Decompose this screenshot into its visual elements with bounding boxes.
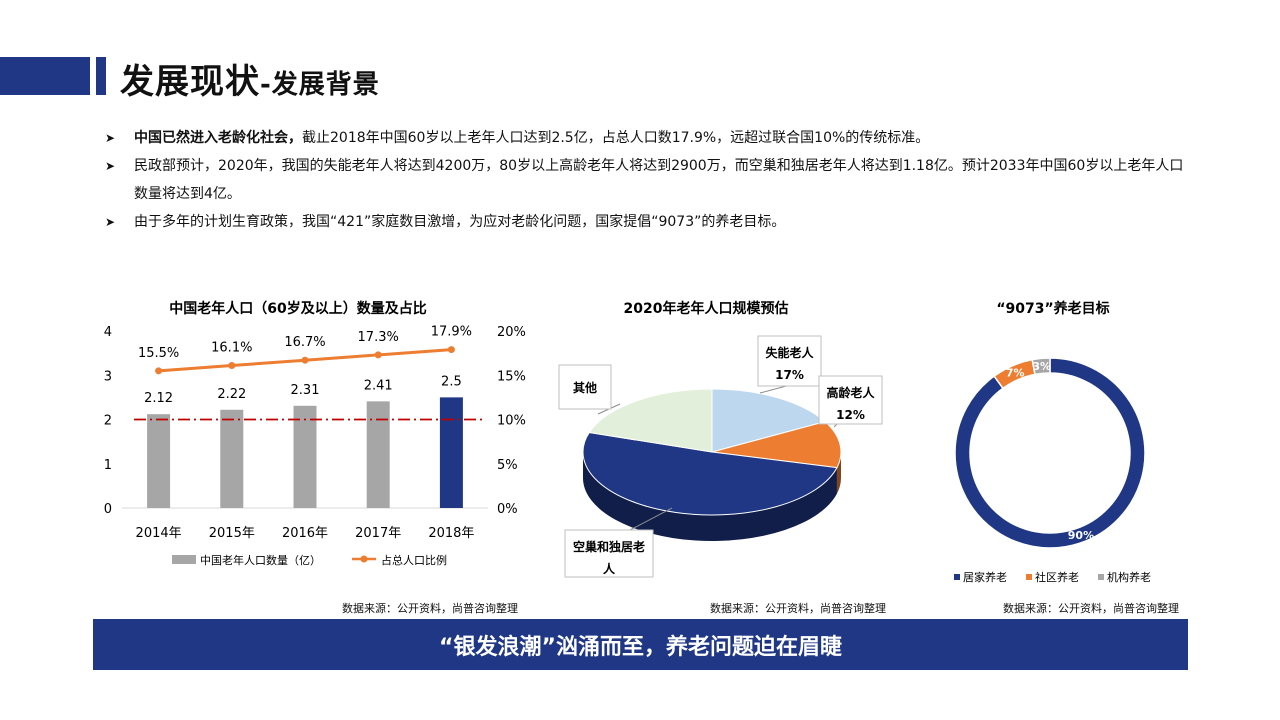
y2-tick-label: 10% (497, 414, 526, 429)
bar (439, 397, 463, 508)
line-point (155, 367, 163, 375)
bullet-item: ➤ 民政部预计，2020年，我国的失能老年人将达到4200万，80岁以上高龄老年… (105, 152, 1185, 208)
donut-legend-swatch (954, 574, 960, 580)
bullet-item: ➤ 中国已然进入老龄化社会，截止2018年中国60岁以上老年人口达到2.5亿，占… (105, 124, 1185, 152)
pie-slice-side (836, 452, 841, 494)
callout-elderly-label: 高龄老人 (826, 385, 875, 400)
bullet-bold: 中国已然进入老龄化社会， (134, 130, 302, 146)
donut-data-label: 7% (1006, 367, 1025, 380)
y2-tick-label: 15% (497, 369, 526, 384)
callout-elderly-box (818, 375, 883, 425)
bullet-item: ➤ 由于多年的计划生育政策，我国“421”家庭数目激增，为应对老龄化问题，国家提… (105, 208, 1185, 236)
y2-tick-label: 0% (497, 502, 518, 517)
x-tick-label: 2017年 (355, 526, 401, 541)
arrow-bullet-icon: ➤ (105, 131, 116, 145)
bar (147, 414, 171, 508)
bullet-text: 民政部预计，2020年，我国的失能老年人将达到4200万，80岁以上高龄老年人将… (134, 158, 1184, 202)
line-data-label: 17.9% (431, 325, 472, 340)
chart1-title: 中国老年人口（60岁及以上）数量及占比 (169, 300, 426, 317)
source-note-1: 数据来源：公开资料，尚普咨询整理 (342, 602, 518, 615)
donut-legend-label: 居家养老 (963, 570, 1007, 584)
y-tick-label: 4 (104, 325, 112, 340)
y-tick-label: 3 (104, 369, 112, 384)
header-accent-tick (96, 57, 106, 95)
callout-disabled-value: 17% (775, 368, 804, 382)
bar-data-label: 2.5 (441, 374, 462, 389)
bar (220, 409, 244, 508)
pie-slice (588, 388, 713, 453)
bar-data-label: 2.22 (217, 387, 246, 402)
source-note-3: 数据来源：公开资料，尚普咨询整理 (1003, 602, 1179, 615)
line-data-label: 17.3% (358, 330, 399, 345)
callout-disabled-label: 失能老人 (765, 345, 814, 360)
line-data-label: 16.1% (211, 341, 252, 356)
callout-other-label: 其他 (573, 380, 597, 395)
legend-bar-label: 中国老年人口数量（亿） (200, 553, 321, 567)
leader-line (629, 507, 673, 531)
callout-other-box (558, 364, 612, 410)
bar (366, 401, 390, 508)
callout-emptynest-label: 空巢和独居老 (573, 539, 645, 554)
donut-slice (954, 357, 1146, 549)
legend-line-marker (360, 555, 368, 563)
bar-data-label: 2.41 (364, 378, 393, 393)
chart3-title: “9073”养老目标 (996, 300, 1109, 317)
donut-legend-label: 机构养老 (1107, 570, 1151, 584)
donut-data-label: 90% (1068, 529, 1094, 542)
line-point (301, 356, 309, 364)
page-title: 发展现状-发展背景 (120, 54, 380, 103)
x-tick-label: 2016年 (282, 526, 328, 541)
donut-data-label: 3% (1032, 360, 1051, 373)
header-accent-bar (0, 57, 90, 95)
bar-data-label: 2.31 (291, 383, 320, 398)
y-tick-label: 1 (104, 458, 112, 473)
line-data-label: 16.7% (284, 335, 325, 350)
page-title-sub: -发展背景 (260, 70, 380, 100)
line-point (447, 346, 455, 354)
bar-data-label: 2.12 (144, 391, 173, 406)
arrow-bullet-icon: ➤ (105, 159, 116, 173)
y2-tick-label: 5% (497, 458, 518, 473)
source-note-2: 数据来源：公开资料，尚普咨询整理 (710, 602, 886, 615)
legend-line-label: 占总人口比例 (381, 553, 447, 567)
summary-banner: “银发浪潮”汹涌而至，养老问题迫在眉睫 (93, 619, 1188, 670)
pie-slice-side (583, 452, 837, 541)
x-tick-label: 2018年 (428, 526, 474, 541)
donut-legend-swatch (1098, 574, 1104, 580)
legend-bar-swatch (172, 555, 196, 564)
line-point (228, 362, 236, 370)
y-tick-label: 2 (104, 414, 112, 429)
bar (293, 405, 317, 508)
x-tick-label: 2014年 (136, 526, 182, 541)
pie-slice (582, 431, 838, 516)
y2-tick-label: 20% (497, 325, 526, 340)
donut-legend-label: 社区养老 (1035, 570, 1079, 584)
donut-legend-swatch (1026, 574, 1032, 580)
bullet-text: 截止2018年中国60岁以上老年人口达到2.5亿，占总人口数17.9%，远超过联… (302, 130, 930, 146)
callout-emptynest-value: 人 (603, 561, 616, 576)
page-title-main: 发展现状 (120, 62, 260, 102)
arrow-bullet-icon: ➤ (105, 215, 116, 229)
callout-emptynest-box (564, 529, 654, 578)
donut-slice (1031, 357, 1051, 376)
callout-disabled-box (757, 335, 822, 387)
bullet-list: ➤ 中国已然进入老龄化社会，截止2018年中国60岁以上老年人口达到2.5亿，占… (105, 124, 1185, 236)
line-point (374, 351, 382, 359)
y-tick-label: 0 (104, 502, 112, 517)
bullet-text: 由于多年的计划生育政策，我国“421”家庭数目激增，为应对老龄化问题，国家提倡“… (134, 214, 786, 230)
x-tick-label: 2015年 (209, 526, 255, 541)
chart2-title: 2020年老年人口规模预估 (624, 300, 789, 317)
line-data-label: 15.5% (138, 346, 179, 361)
callout-elderly-value: 12% (836, 408, 865, 422)
